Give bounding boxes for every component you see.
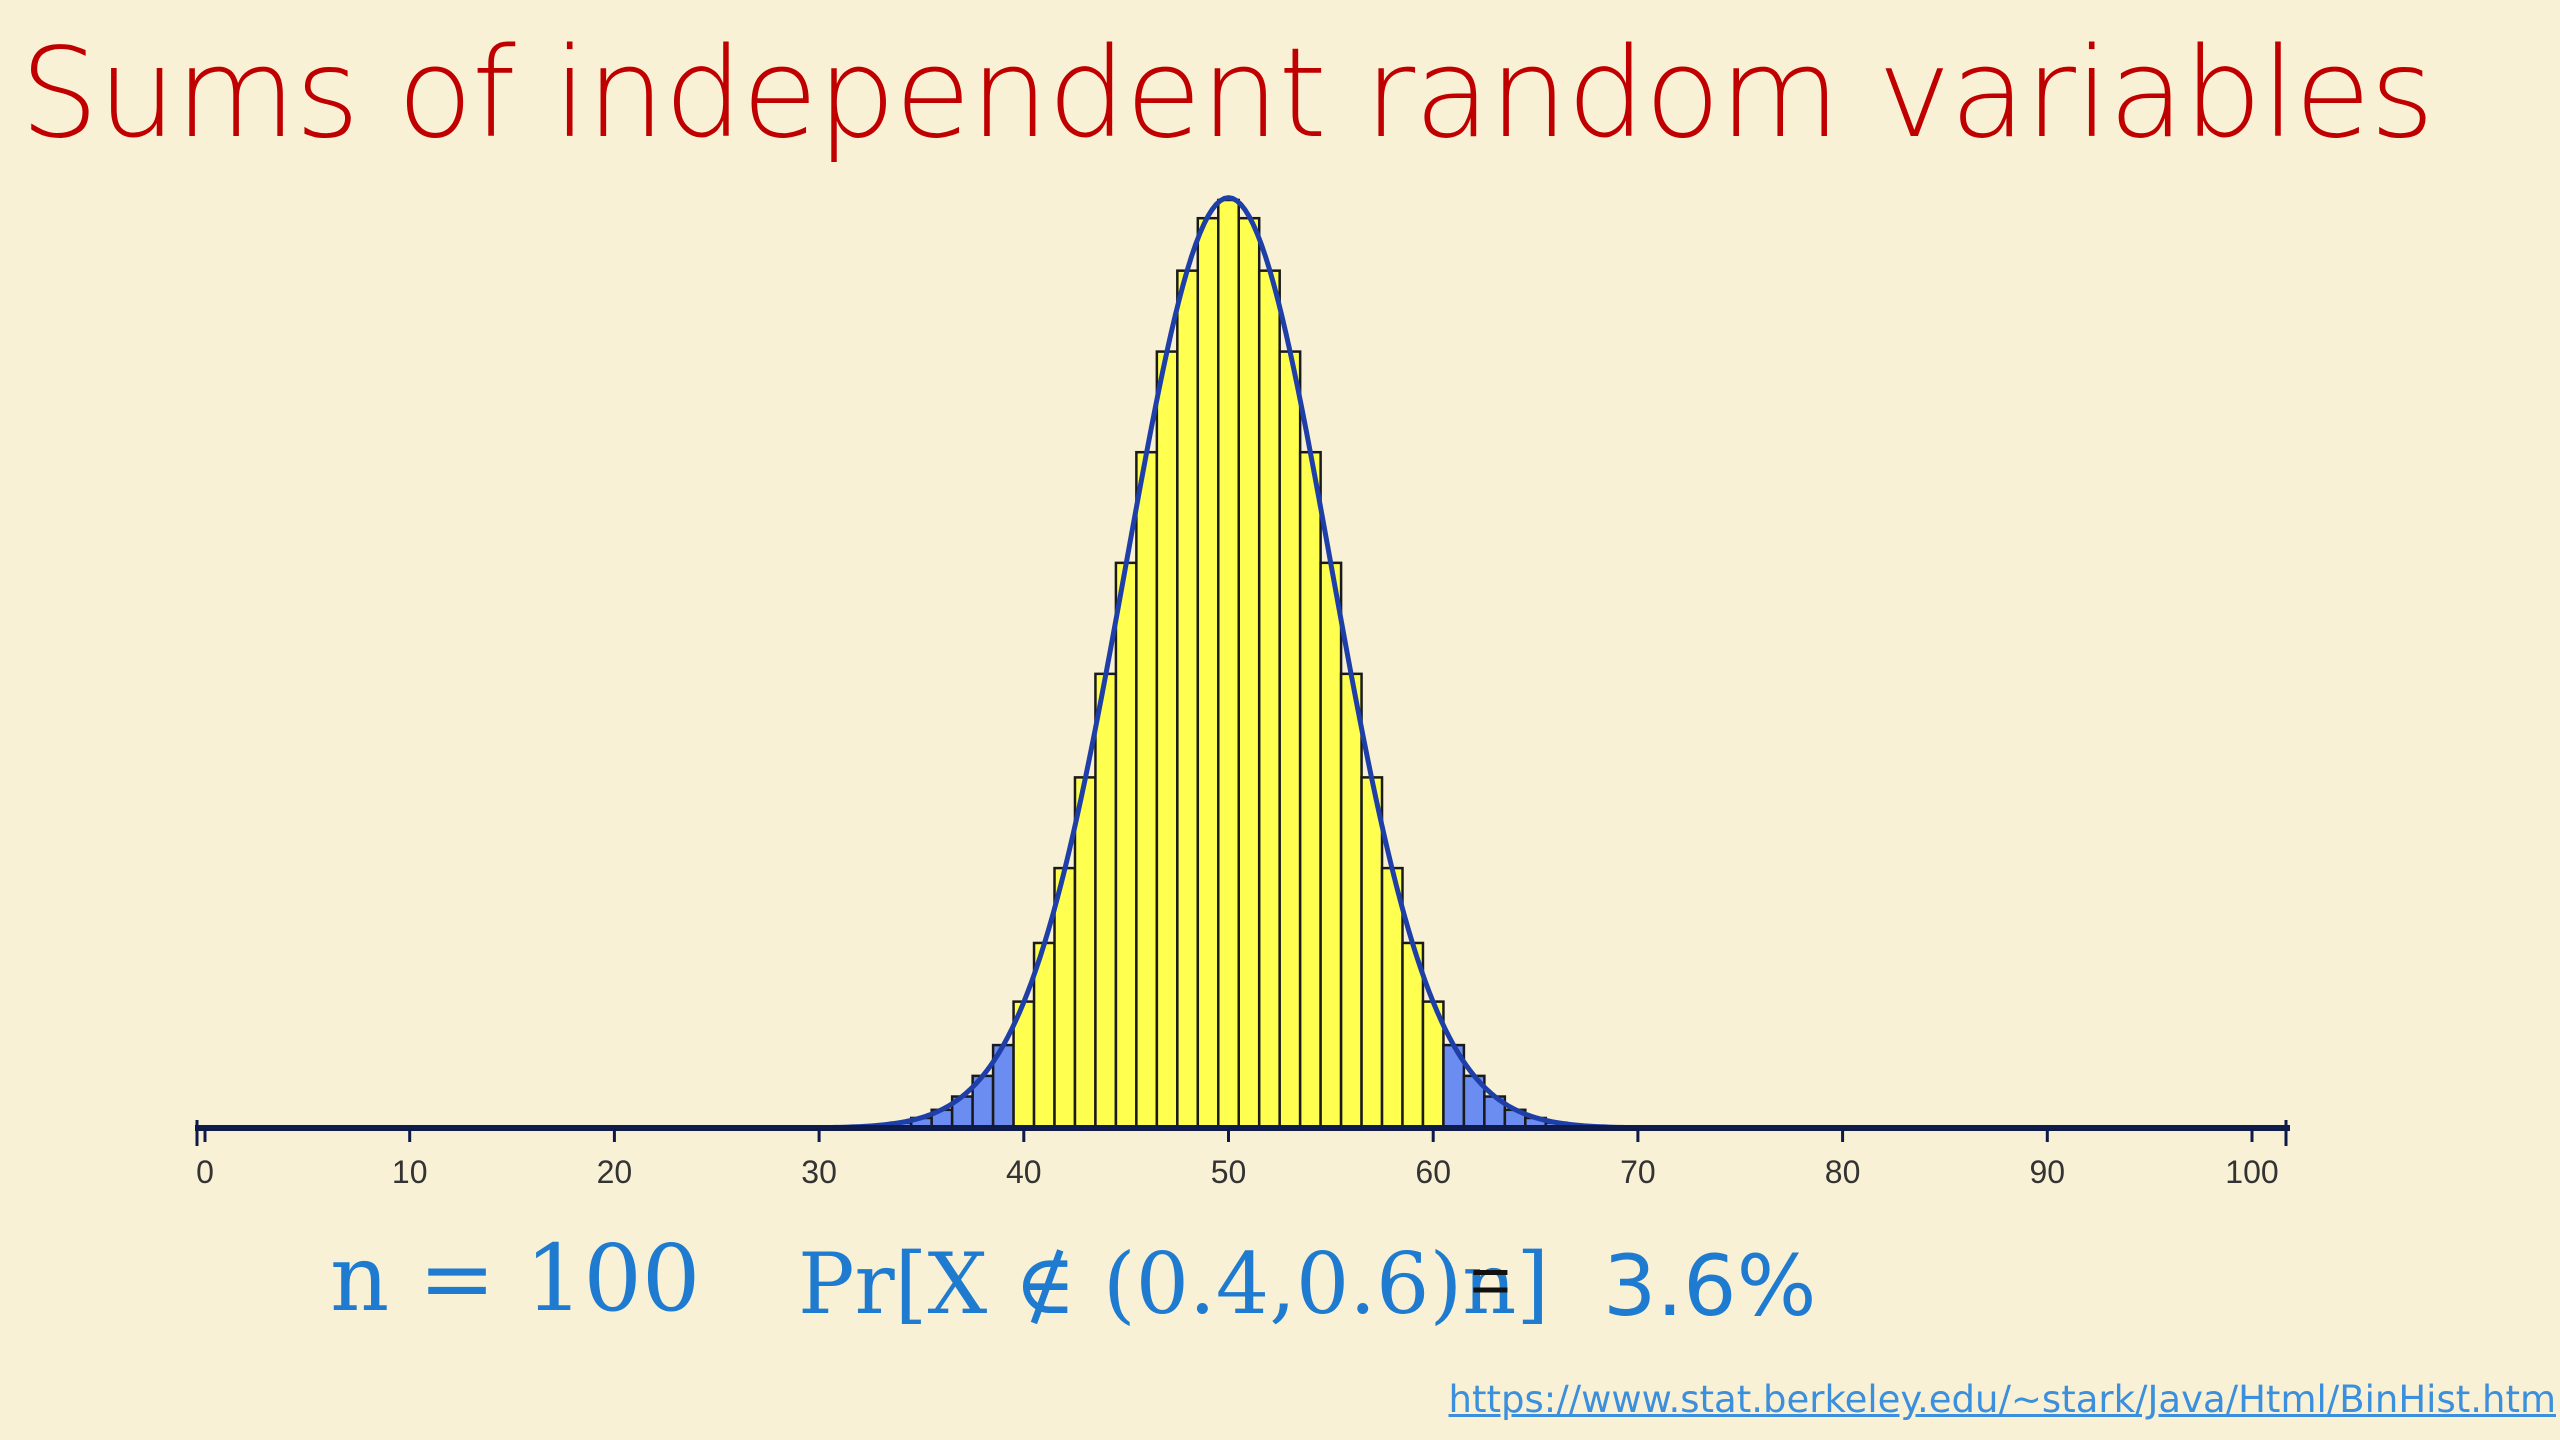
histogram-bar <box>1094 672 1118 1130</box>
histogram-bar <box>1298 450 1322 1130</box>
x-tick-label: 50 <box>1211 1154 1247 1190</box>
x-tick-label: 30 <box>801 1154 837 1190</box>
x-tick-label: 20 <box>597 1154 633 1190</box>
source-link[interactable]: https://www.stat.berkeley.edu/~stark/Jav… <box>1448 1378 2557 1421</box>
histogram-bar <box>1278 350 1302 1130</box>
histogram-bar <box>1360 776 1384 1130</box>
x-tick-label: 0 <box>196 1154 214 1190</box>
histogram-bar <box>1217 198 1240 1130</box>
x-tick-label: 70 <box>1620 1154 1656 1190</box>
formula-probability: Pr[X ∉ (0.4,0.6)n] <box>798 1235 1550 1333</box>
x-tick-label: 40 <box>1006 1154 1042 1190</box>
formula-value: 3.6% <box>1603 1237 1817 1335</box>
normal-curve-line <box>778 195 1675 1131</box>
x-tick-label: 100 <box>2225 1154 2278 1190</box>
histogram-bar <box>1053 866 1077 1130</box>
histogram-bar <box>1155 350 1179 1130</box>
formula-n: n = 100 <box>330 1225 701 1332</box>
histogram-bar <box>1196 216 1220 1130</box>
histogram-bar <box>1339 672 1363 1130</box>
formula-equals: = <box>1470 1241 1511 1319</box>
histogram-bar <box>1073 776 1097 1130</box>
x-tick-label: 90 <box>2030 1154 2066 1190</box>
histogram-bar <box>1176 269 1200 1130</box>
histogram-bar <box>1135 450 1159 1130</box>
histogram-bar <box>1257 269 1281 1130</box>
histogram-bar <box>1237 216 1261 1130</box>
histogram-bar <box>1114 561 1138 1130</box>
histogram-bar <box>1380 866 1404 1130</box>
x-tick-label: 60 <box>1415 1154 1451 1190</box>
x-tick-label: 10 <box>392 1154 428 1190</box>
slide-title: Sums of independent random variables <box>20 22 2434 166</box>
histogram-bar <box>1319 561 1343 1130</box>
x-tick-label: 80 <box>1825 1154 1861 1190</box>
